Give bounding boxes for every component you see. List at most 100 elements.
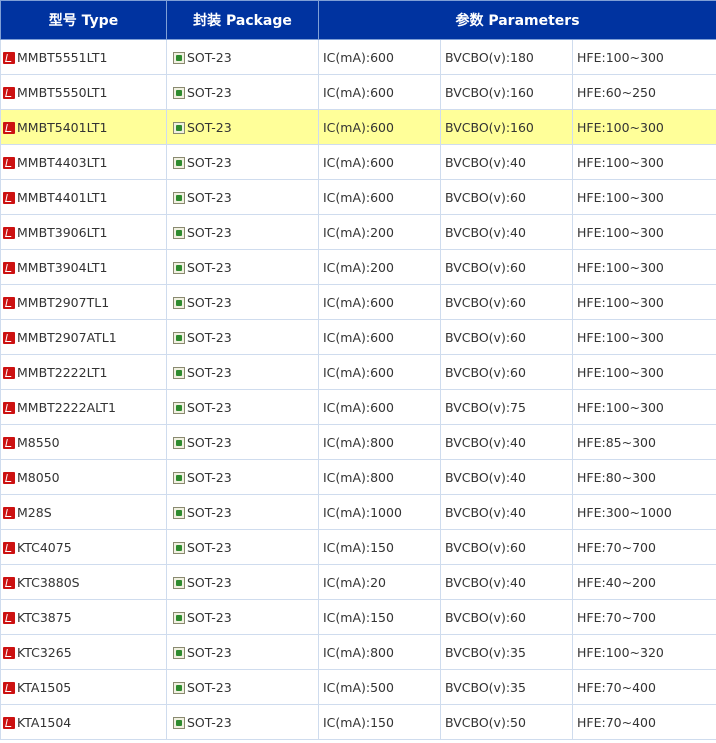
pdf-icon[interactable] xyxy=(3,331,15,344)
type-cell[interactable]: MMBT2222LT1 xyxy=(0,354,167,390)
pdf-icon[interactable] xyxy=(3,51,15,64)
chip-icon[interactable] xyxy=(173,156,185,169)
package-cell[interactable]: SOT-23 xyxy=(166,179,319,215)
chip-icon[interactable] xyxy=(173,506,185,519)
package-link[interactable]: SOT-23 xyxy=(187,469,232,485)
chip-icon[interactable] xyxy=(173,646,185,659)
type-cell[interactable]: MMBT3906LT1 xyxy=(0,214,167,250)
package-cell[interactable]: SOT-23 xyxy=(166,529,319,565)
type-link[interactable]: MMBT3904LT1 xyxy=(17,259,108,275)
type-link[interactable]: MMBT4403LT1 xyxy=(17,154,108,170)
package-link[interactable]: SOT-23 xyxy=(187,294,232,310)
package-cell[interactable]: SOT-23 xyxy=(166,284,319,320)
package-cell[interactable]: SOT-23 xyxy=(166,704,319,740)
package-link[interactable]: SOT-23 xyxy=(187,119,232,135)
chip-icon[interactable] xyxy=(173,331,185,344)
type-link[interactable]: MMBT5551LT1 xyxy=(17,49,108,65)
type-cell[interactable]: MMBT4401LT1 xyxy=(0,179,167,215)
package-cell[interactable]: SOT-23 xyxy=(166,634,319,670)
type-cell[interactable]: KTC4075 xyxy=(0,529,167,565)
type-link[interactable]: M8550 xyxy=(17,434,60,450)
type-link[interactable]: MMBT5401LT1 xyxy=(17,119,108,135)
type-link[interactable]: MMBT5550LT1 xyxy=(17,84,108,100)
pdf-icon[interactable] xyxy=(3,121,15,134)
pdf-icon[interactable] xyxy=(3,261,15,274)
package-cell[interactable]: SOT-23 xyxy=(166,494,319,530)
chip-icon[interactable] xyxy=(173,51,185,64)
package-cell[interactable]: SOT-23 xyxy=(166,564,319,600)
pdf-icon[interactable] xyxy=(3,646,15,659)
type-cell[interactable]: MMBT3904LT1 xyxy=(0,249,167,285)
package-link[interactable]: SOT-23 xyxy=(187,504,232,520)
package-link[interactable]: SOT-23 xyxy=(187,49,232,65)
package-link[interactable]: SOT-23 xyxy=(187,84,232,100)
type-link[interactable]: KTA1504 xyxy=(17,714,72,730)
chip-icon[interactable] xyxy=(173,261,185,274)
pdf-icon[interactable] xyxy=(3,471,15,484)
package-cell[interactable]: SOT-23 xyxy=(166,144,319,180)
pdf-icon[interactable] xyxy=(3,576,15,589)
type-link[interactable]: KTC3880S xyxy=(17,574,80,590)
type-cell[interactable]: MMBT2907ATL1 xyxy=(0,319,167,355)
chip-icon[interactable] xyxy=(173,121,185,134)
type-link[interactable]: MMBT2222LT1 xyxy=(17,364,108,380)
package-link[interactable]: SOT-23 xyxy=(187,364,232,380)
type-cell[interactable]: MMBT4403LT1 xyxy=(0,144,167,180)
package-cell[interactable]: SOT-23 xyxy=(166,39,319,75)
package-link[interactable]: SOT-23 xyxy=(187,154,232,170)
pdf-icon[interactable] xyxy=(3,611,15,624)
type-link[interactable]: M28S xyxy=(17,504,52,520)
pdf-icon[interactable] xyxy=(3,716,15,729)
type-cell[interactable]: KTC3880S xyxy=(0,564,167,600)
pdf-icon[interactable] xyxy=(3,296,15,309)
type-link[interactable]: KTA1505 xyxy=(17,679,72,695)
type-link[interactable]: M8050 xyxy=(17,469,60,485)
type-cell[interactable]: M28S xyxy=(0,494,167,530)
type-link[interactable]: KTC3875 xyxy=(17,609,72,625)
type-link[interactable]: MMBT3906LT1 xyxy=(17,224,108,240)
package-link[interactable]: SOT-23 xyxy=(187,434,232,450)
pdf-icon[interactable] xyxy=(3,156,15,169)
type-cell[interactable]: MMBT5550LT1 xyxy=(0,74,167,110)
chip-icon[interactable] xyxy=(173,86,185,99)
type-cell[interactable]: MMBT5401LT1 xyxy=(0,109,167,145)
type-link[interactable]: MMBT4401LT1 xyxy=(17,189,108,205)
package-cell[interactable]: SOT-23 xyxy=(166,389,319,425)
chip-icon[interactable] xyxy=(173,366,185,379)
type-cell[interactable]: M8550 xyxy=(0,424,167,460)
pdf-icon[interactable] xyxy=(3,366,15,379)
type-cell[interactable]: MMBT2222ALT1 xyxy=(0,389,167,425)
pdf-icon[interactable] xyxy=(3,506,15,519)
type-cell[interactable]: M8050 xyxy=(0,459,167,495)
pdf-icon[interactable] xyxy=(3,436,15,449)
type-link[interactable]: KTC3265 xyxy=(17,644,72,660)
chip-icon[interactable] xyxy=(173,191,185,204)
chip-icon[interactable] xyxy=(173,716,185,729)
pdf-icon[interactable] xyxy=(3,226,15,239)
pdf-icon[interactable] xyxy=(3,86,15,99)
type-cell[interactable]: KTA1504 xyxy=(0,704,167,740)
chip-icon[interactable] xyxy=(173,471,185,484)
type-cell[interactable]: KTC3265 xyxy=(0,634,167,670)
type-cell[interactable]: MMBT5551LT1 xyxy=(0,39,167,75)
type-link[interactable]: KTC4075 xyxy=(17,539,72,555)
package-cell[interactable]: SOT-23 xyxy=(166,214,319,250)
chip-icon[interactable] xyxy=(173,576,185,589)
package-link[interactable]: SOT-23 xyxy=(187,644,232,660)
package-cell[interactable]: SOT-23 xyxy=(166,109,319,145)
type-link[interactable]: MMBT2907TL1 xyxy=(17,294,110,310)
pdf-icon[interactable] xyxy=(3,541,15,554)
chip-icon[interactable] xyxy=(173,541,185,554)
package-link[interactable]: SOT-23 xyxy=(187,259,232,275)
package-cell[interactable]: SOT-23 xyxy=(166,354,319,390)
type-link[interactable]: MMBT2222ALT1 xyxy=(17,399,116,415)
package-link[interactable]: SOT-23 xyxy=(187,329,232,345)
package-cell[interactable]: SOT-23 xyxy=(166,249,319,285)
package-cell[interactable]: SOT-23 xyxy=(166,74,319,110)
package-link[interactable]: SOT-23 xyxy=(187,609,232,625)
pdf-icon[interactable] xyxy=(3,681,15,694)
type-cell[interactable]: KTA1505 xyxy=(0,669,167,705)
type-cell[interactable]: MMBT2907TL1 xyxy=(0,284,167,320)
package-link[interactable]: SOT-23 xyxy=(187,189,232,205)
pdf-icon[interactable] xyxy=(3,401,15,414)
